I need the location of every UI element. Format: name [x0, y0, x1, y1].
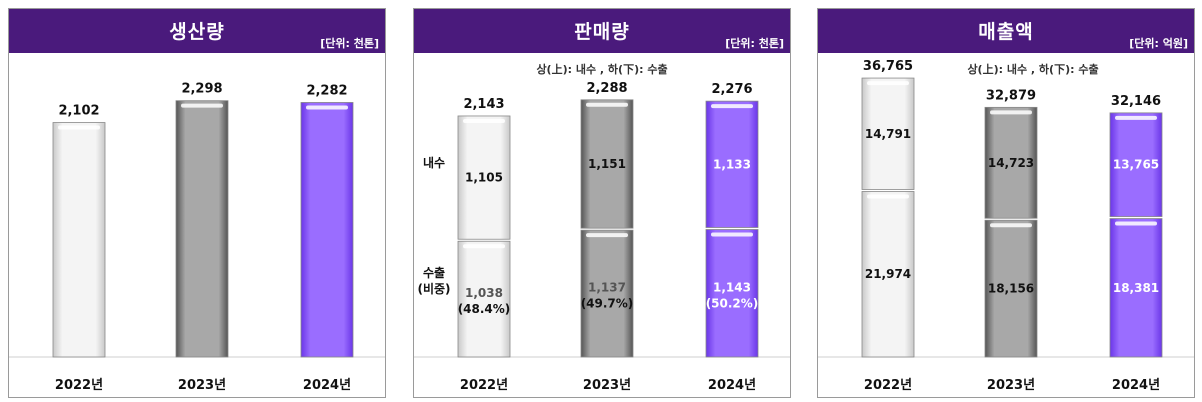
panel-production: 생산량 [단위: 천톤] 2,102 2022년 2,298 2023년 2,282 20…: [8, 8, 386, 398]
bar-segment-domestic: [705, 100, 759, 228]
chart-title: 매출액: [978, 21, 1034, 43]
legend-note: 상(上): 내수 , 하(下): 수출: [967, 62, 1098, 76]
value-label: 2,298: [181, 82, 222, 97]
x-tick-label: 2024년: [708, 378, 756, 393]
bar-segment-export: [580, 229, 634, 358]
panel-header: 생산량 [단위: 천톤]: [9, 9, 385, 53]
production-chart: 2,102 2022년 2,298 2023년 2,282 2024년: [9, 82, 385, 393]
unit-label: [단위: 천톤]: [320, 37, 379, 50]
export-share-label: (48.4%): [458, 302, 511, 316]
bar-segment-domestic: [580, 99, 634, 229]
panel-revenue: 매출액 [단위: 억원] 상(上): 내수 , 하(下): 수출 36,765 14…: [817, 8, 1195, 398]
sales-volume-chart: 상(上): 내수 , 하(下): 수출 2,143 1,105 1,038 (48.4%…: [414, 62, 790, 393]
total-label: 36,765: [863, 59, 913, 74]
bar-segment-export: [457, 240, 511, 358]
export-share-label: (50.2%): [706, 296, 759, 310]
export-value-label: 1,038: [465, 286, 503, 300]
x-tick-label: 2022년: [460, 378, 508, 393]
side-label-share: (비중): [417, 281, 450, 296]
chart-title: 생산량: [169, 21, 225, 43]
bar: [52, 122, 106, 358]
panel-header: 판매량 [단위: 천톤]: [414, 9, 790, 53]
bar-segment-domestic: [457, 115, 511, 240]
bar-segment-export: [1109, 218, 1163, 358]
revenue-chart: 상(上): 내수 , 하(下): 수출 36,765 14,791 21,974 202…: [818, 59, 1194, 393]
x-tick-label: 2023년: [987, 378, 1035, 393]
panel-header: 매출액 [단위: 억원]: [818, 9, 1194, 53]
export-value-label: 21,974: [865, 267, 911, 281]
panel-sales-volume: 판매량 [단위: 천톤] 상(上): 내수 , 하(下): 수출 2,143 1,1…: [413, 8, 791, 398]
total-label: 32,879: [986, 88, 1036, 103]
domestic-value-label: 1,133: [713, 157, 751, 171]
bar-segment-domestic: [984, 106, 1038, 219]
x-tick-label: 2024년: [303, 378, 351, 393]
bar-segment-domestic: [861, 77, 915, 190]
domestic-value-label: 13,765: [1113, 158, 1159, 172]
value-label: 2,102: [58, 104, 99, 119]
x-tick-label: 2022년: [55, 378, 103, 393]
side-label-domestic: 내수: [423, 155, 445, 170]
total-label: 32,146: [1111, 94, 1161, 109]
total-label: 2,276: [711, 82, 752, 97]
total-label: 2,288: [586, 81, 627, 96]
legend-note: 상(上): 내수 , 하(下): 수출: [536, 62, 667, 76]
export-value-label: 18,381: [1113, 281, 1159, 295]
bar-segment-export: [861, 191, 915, 358]
unit-label: [단위: 억원]: [1129, 37, 1188, 50]
domestic-value-label: 14,723: [988, 156, 1034, 170]
domestic-value-label: 1,105: [465, 171, 503, 185]
export-value-label: 1,137: [588, 281, 626, 295]
x-tick-label: 2023년: [583, 378, 631, 393]
x-tick-label: 2022년: [864, 378, 912, 393]
x-tick-label: 2023년: [178, 378, 226, 393]
domestic-value-label: 14,791: [865, 127, 911, 141]
bar: [300, 102, 354, 358]
export-value-label: 18,156: [988, 282, 1034, 296]
chart-title: 판매량: [574, 21, 630, 43]
export-value-label: 1,143: [713, 280, 751, 294]
side-label-export: 수출: [423, 265, 445, 280]
domestic-value-label: 1,151: [588, 157, 626, 171]
x-tick-label: 2024년: [1112, 378, 1160, 393]
bar: [175, 100, 229, 358]
value-label: 2,282: [306, 83, 347, 98]
bar-segment-domestic: [1109, 112, 1163, 217]
export-share-label: (49.7%): [581, 297, 634, 311]
unit-label: [단위: 천톤]: [725, 37, 784, 50]
bar-segment-export: [705, 229, 759, 358]
total-label: 2,143: [463, 97, 504, 112]
bar-segment-export: [984, 219, 1038, 358]
